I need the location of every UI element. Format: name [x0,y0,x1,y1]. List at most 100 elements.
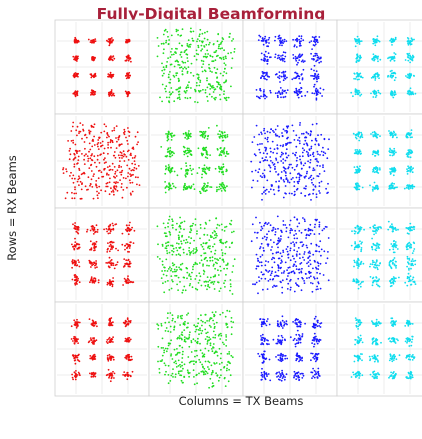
scatter-point [121,243,124,246]
scatter-point [68,150,71,152]
scatter-point [278,44,281,46]
scatter-point [312,78,315,80]
scatter-point [170,374,173,377]
scatter-point [192,265,194,268]
scatter-point [316,271,318,274]
scatter-point [208,169,211,172]
scatter-point [276,152,278,155]
scatter-point [286,137,288,140]
scatter-point [389,75,392,78]
scatter-point [100,189,102,192]
scatter-point [392,281,394,284]
scatter-point [274,228,277,231]
scatter-point [199,329,202,332]
scatter-point [73,359,76,362]
scatter-point [192,369,195,372]
scatter-point [221,254,224,257]
scatter-point [90,170,93,172]
scatter-point [224,252,227,255]
scatter-point [392,96,395,99]
scatter-point [204,70,207,73]
scatter-point [126,224,128,227]
scatter-point [111,58,113,61]
scatter-point [282,152,284,155]
scatter-point [313,233,316,236]
scatter-point [218,376,221,379]
scatter-point [78,246,81,249]
scatter-point [359,228,362,231]
scatter-point [206,38,209,41]
scatter-point [396,248,399,250]
scatter-point [212,86,215,89]
scatter-point [302,164,305,167]
scatter-point [91,373,93,375]
scatter-point [298,253,301,256]
scatter-point [413,38,415,41]
scatter-point [274,39,276,42]
scatter-point [392,174,395,177]
scatter-point [109,232,111,235]
scatter-point [77,72,79,75]
scatter-point [320,180,323,183]
scatter-point [213,325,216,328]
scatter-point [293,90,296,93]
scatter-point [226,169,228,172]
scatter-point [183,66,186,69]
scatter-point [319,165,321,167]
scatter-point [393,93,395,96]
scatter-point [281,132,283,134]
scatter-point [109,41,111,44]
scatter-point [177,253,180,256]
scatter-point [293,168,296,171]
scatter-point [93,228,96,231]
scatter-point [410,283,413,286]
scatter-point [410,151,412,154]
scatter-point [230,51,232,54]
scatter-point [258,133,260,136]
scatter-point [168,100,170,103]
scatter-point [202,63,205,65]
scatter-point [295,134,298,137]
scatter-point [77,159,80,162]
scatter-point [285,156,288,159]
scatter-point [169,380,172,382]
scatter-point [172,250,175,253]
scatter-point [193,376,195,378]
scatter-point [184,175,187,178]
scatter-point [203,37,206,40]
scatter-point [281,39,284,42]
subplot-r2-c2 [148,113,244,209]
scatter-point [131,169,134,171]
scatter-point [288,192,291,195]
scatter-point [262,247,265,249]
scatter-point [294,154,297,157]
scatter-point [285,178,288,180]
scatter-point [196,382,199,385]
scatter-point [376,136,379,139]
scatter-point [301,167,303,170]
scatter-point [215,321,218,324]
scatter-point [264,221,267,224]
scatter-point [166,136,169,139]
scatter-point [316,277,319,280]
scatter-point [132,173,134,176]
scatter-point [251,170,254,173]
scatter-point [281,44,283,47]
scatter-point [92,57,94,60]
scatter-point [289,286,292,289]
scatter-point [286,76,288,79]
scatter-point [111,241,114,244]
scatter-point [284,174,287,177]
scatter-point [77,371,80,374]
scatter-point [284,51,287,54]
scatter-point [108,376,110,379]
scatter-point [298,176,301,179]
scatter-point [315,87,318,90]
scatter-point [393,170,396,173]
scatter-point [106,182,109,184]
scatter-point [83,141,86,143]
scatter-point [231,231,233,234]
scatter-point [183,329,186,331]
scatter-point [207,349,210,352]
scatter-point [160,347,163,349]
